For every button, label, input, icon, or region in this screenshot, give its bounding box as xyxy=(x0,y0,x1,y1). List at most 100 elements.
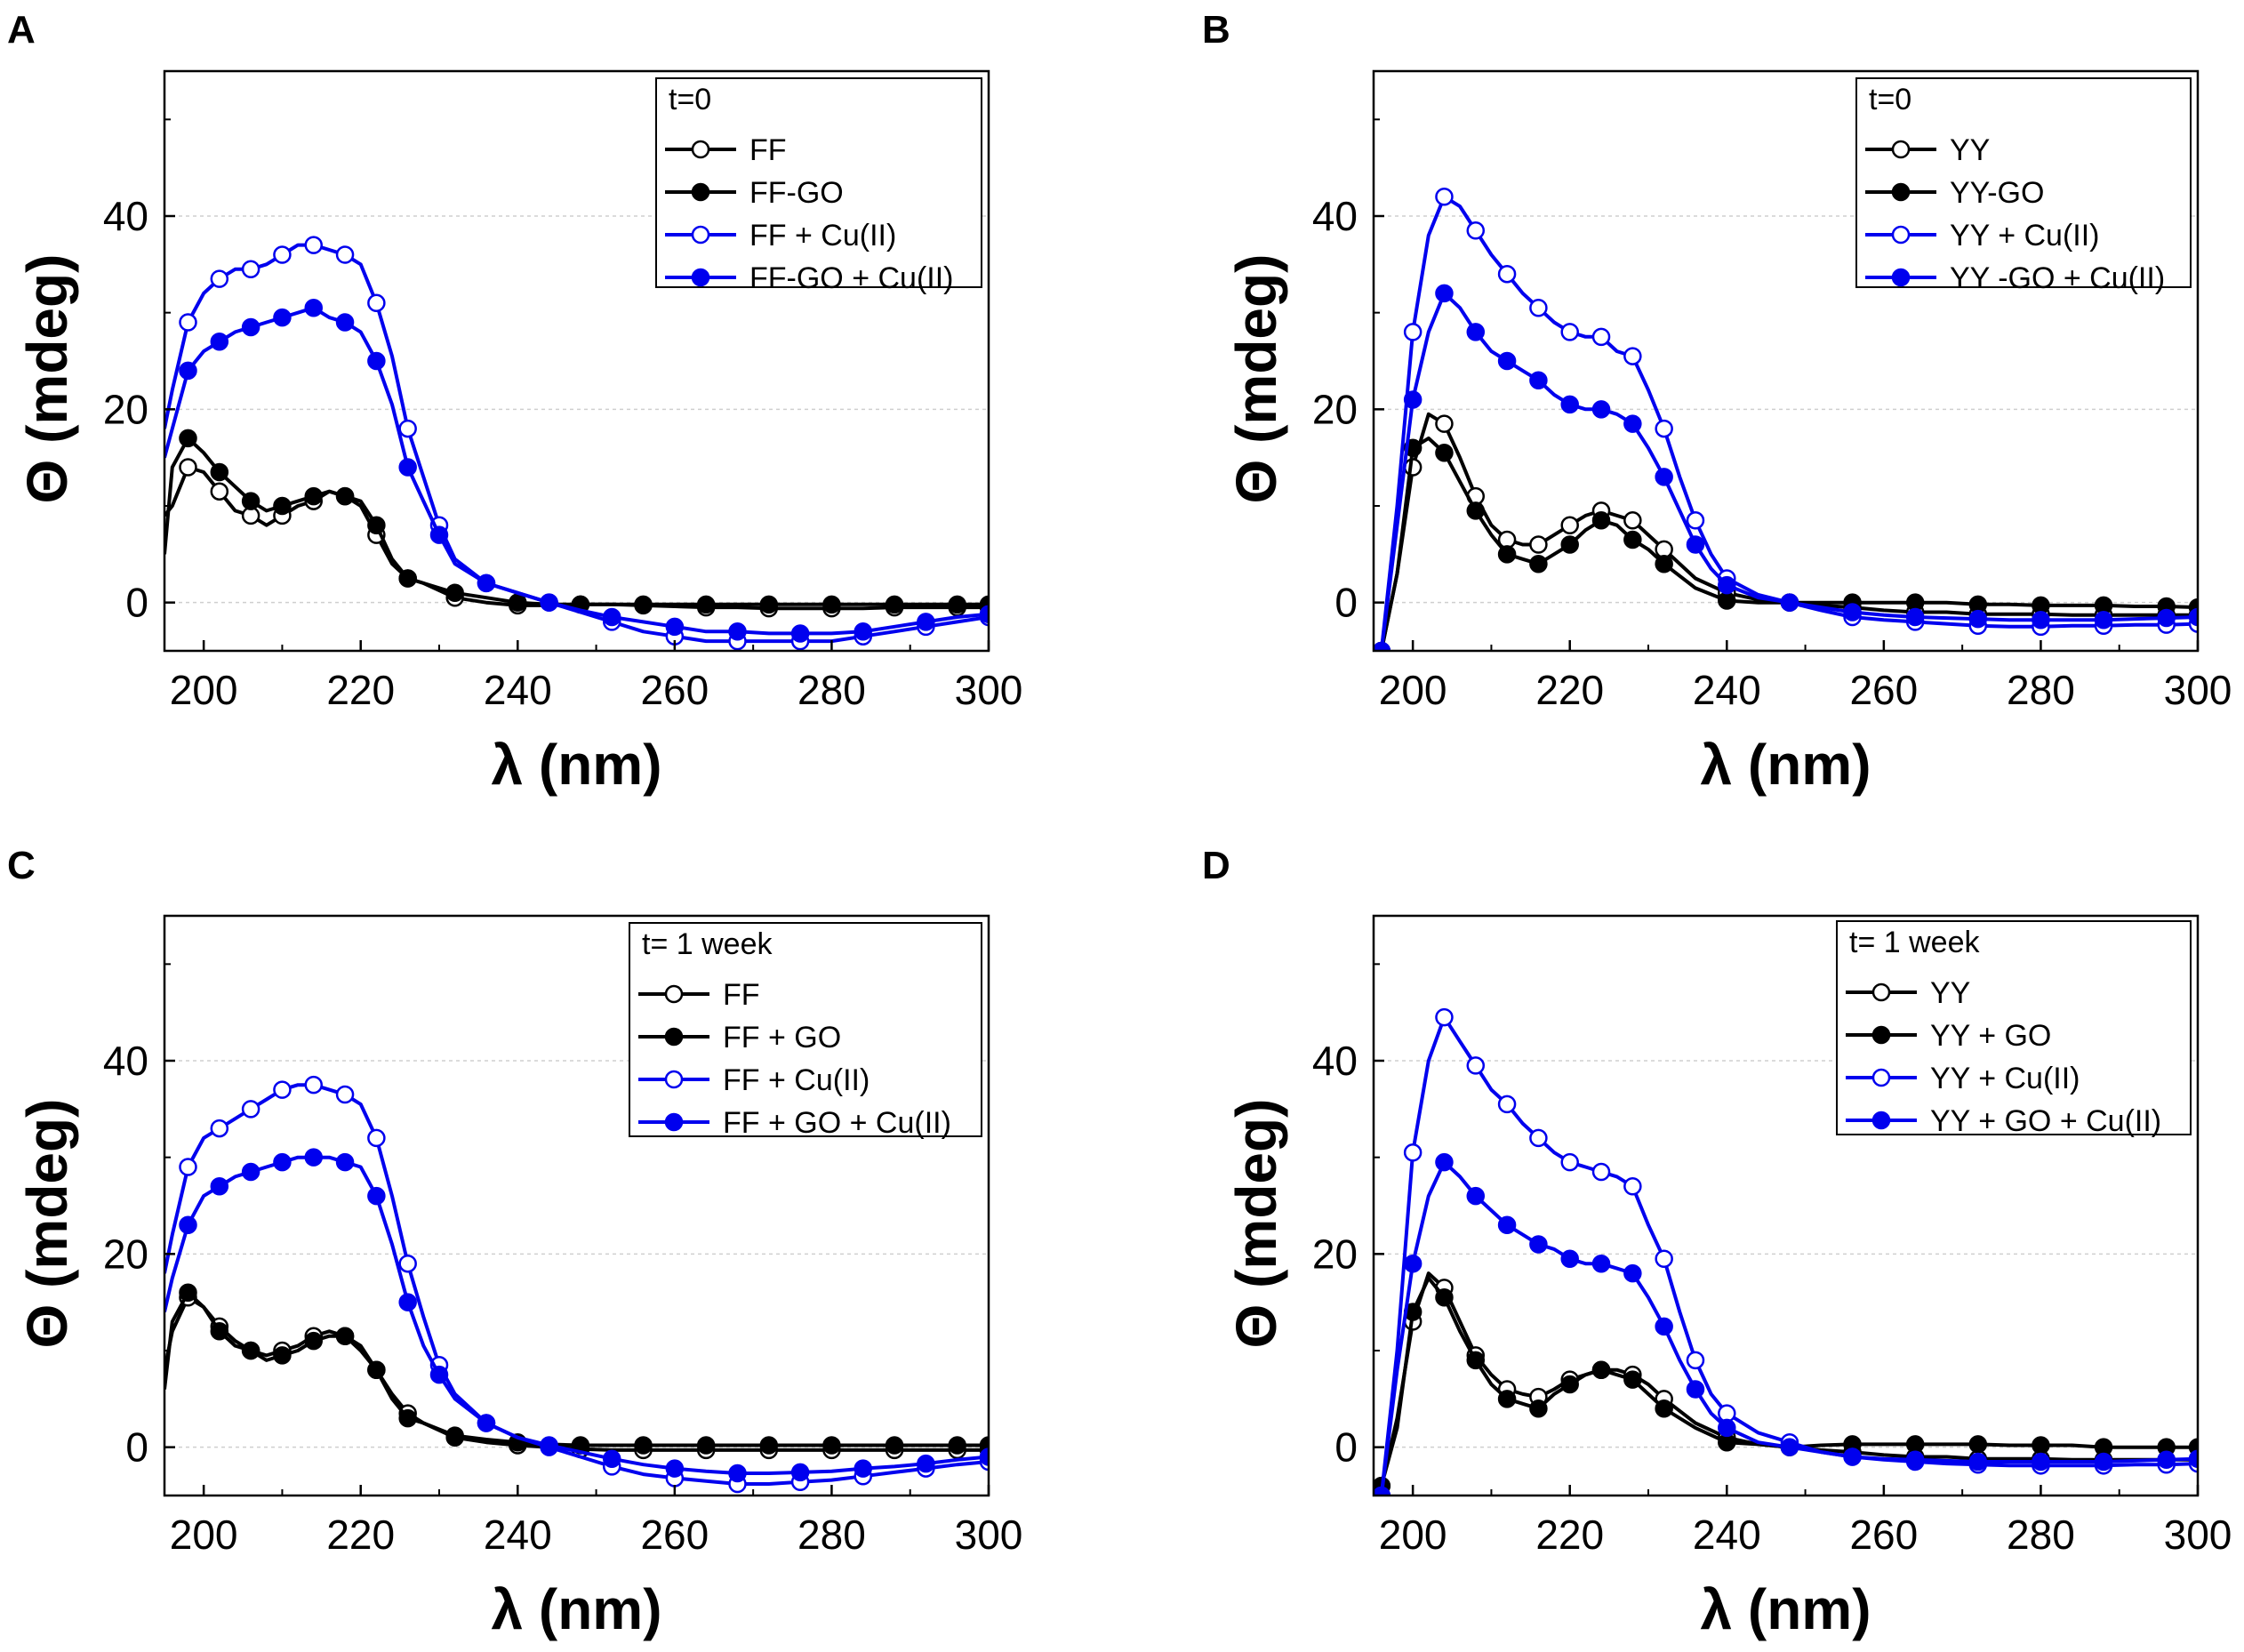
legend-label: YY-GO xyxy=(1950,176,2044,210)
data-point xyxy=(1374,641,1391,651)
data-point xyxy=(1655,419,1673,438)
series-line xyxy=(164,1290,989,1448)
legend-marker xyxy=(1871,1111,1891,1130)
x-tick-label: 280 xyxy=(797,1512,866,1558)
y-tick-label: 0 xyxy=(125,1424,148,1471)
data-point xyxy=(273,1080,292,1099)
data-point xyxy=(398,419,417,438)
series-ff xyxy=(164,458,989,618)
chart-panel-A: A 200 220 240 260 280 300 0 20 40 λ (nm) Θ (mdeg) t=… xyxy=(7,8,1022,797)
series-line xyxy=(164,306,989,636)
x-axis-title: λ (nm) xyxy=(1701,733,1871,797)
data-point xyxy=(2094,1452,2113,1472)
data-point xyxy=(1529,1399,1548,1418)
legend-label: YY xyxy=(1950,133,1990,167)
data-point xyxy=(1905,1450,1925,1470)
data-point xyxy=(1497,545,1517,564)
data-point xyxy=(1968,609,1988,629)
x-tick-label: 240 xyxy=(1693,667,1761,713)
data-point xyxy=(179,361,197,381)
legend-label: YY + GO xyxy=(1930,1019,2051,1053)
series-line xyxy=(164,1083,989,1486)
data-point xyxy=(602,1449,621,1468)
x-tick-label: 300 xyxy=(2164,667,2232,713)
x-tick-label: 280 xyxy=(797,667,866,713)
data-point xyxy=(728,622,747,641)
data-point xyxy=(1529,535,1548,554)
data-point xyxy=(1529,554,1548,573)
data-point xyxy=(1466,501,1486,520)
legend-marker xyxy=(1891,225,1911,245)
data-point xyxy=(210,1322,229,1341)
data-point xyxy=(429,525,449,544)
data-point xyxy=(1560,535,1579,554)
data-point xyxy=(822,1436,841,1455)
data-point xyxy=(335,1152,355,1172)
data-point xyxy=(665,617,685,637)
plot-frame xyxy=(163,914,990,1497)
legend-marker xyxy=(664,1070,684,1089)
legend-label: FF xyxy=(723,978,760,1012)
data-point xyxy=(790,624,810,643)
data-point xyxy=(634,1436,653,1455)
data-point xyxy=(2094,610,2113,630)
series-ff-go xyxy=(164,429,989,614)
data-point xyxy=(1560,516,1579,534)
data-point xyxy=(885,1436,904,1455)
legend-marker xyxy=(664,1112,684,1132)
data-point xyxy=(1686,535,1705,554)
data-point xyxy=(1497,1095,1517,1114)
legend-title: t= 1 week xyxy=(1849,926,1980,959)
x-tick-label: 220 xyxy=(1535,667,1604,713)
data-point xyxy=(696,595,716,614)
plot-area xyxy=(1374,1007,2198,1496)
legend-label: FF-GO xyxy=(749,176,844,210)
data-point xyxy=(1435,1007,1454,1027)
plot-frame xyxy=(163,69,990,653)
x-tick-label: 240 xyxy=(484,1512,552,1558)
data-point xyxy=(1623,1263,1642,1283)
legend: t= 1 week FF FF + GO FF + Cu(II) FF + GO + C… xyxy=(629,922,982,1140)
data-point xyxy=(540,1436,558,1455)
panel-letter: A xyxy=(7,8,36,52)
data-point xyxy=(335,1085,355,1104)
data-point xyxy=(2157,608,2176,628)
chart-panel-D: D 200 220 240 260 280 300 0 20 40 λ (nm) Θ (mdeg) t=… xyxy=(1202,844,2232,1641)
data-point xyxy=(1466,1056,1486,1075)
data-point xyxy=(398,569,417,588)
x-tick-label: 300 xyxy=(955,667,1023,713)
legend-marker xyxy=(1891,140,1911,159)
legend-title: t= 1 week xyxy=(642,927,773,961)
plot-area xyxy=(1374,188,2198,651)
data-point xyxy=(241,1341,260,1360)
series-yy-go-cu-ii- xyxy=(1374,284,2198,651)
data-point xyxy=(179,458,197,477)
data-point xyxy=(1435,188,1454,206)
data-point xyxy=(1623,347,1642,365)
data-point xyxy=(1529,298,1548,317)
data-point xyxy=(665,1459,685,1478)
x-tick-label: 220 xyxy=(326,1512,395,1558)
panel-letter: B xyxy=(1202,8,1230,52)
data-point xyxy=(273,308,292,327)
data-point xyxy=(1560,323,1579,341)
y-tick-label: 0 xyxy=(1334,1424,1358,1471)
data-point xyxy=(854,622,872,641)
data-point xyxy=(398,1293,417,1311)
data-point xyxy=(367,1128,386,1148)
x-tick-label: 240 xyxy=(484,667,552,713)
data-point xyxy=(979,1448,989,1466)
legend: t= 1 week YY YY + GO YY + Cu(II) YY + GO + C… xyxy=(1836,920,2192,1138)
data-point xyxy=(179,1215,197,1234)
data-point xyxy=(241,260,260,279)
plot-area xyxy=(164,1075,989,1494)
data-point xyxy=(1905,607,1925,627)
data-point xyxy=(335,1327,355,1345)
y-tick-label: 20 xyxy=(1312,386,1358,432)
data-point xyxy=(1497,1390,1517,1408)
data-point xyxy=(2188,607,2198,627)
y-axis-title: Θ (mdeg) xyxy=(15,1099,79,1349)
data-point xyxy=(273,245,292,264)
panel-letter: C xyxy=(7,844,36,887)
